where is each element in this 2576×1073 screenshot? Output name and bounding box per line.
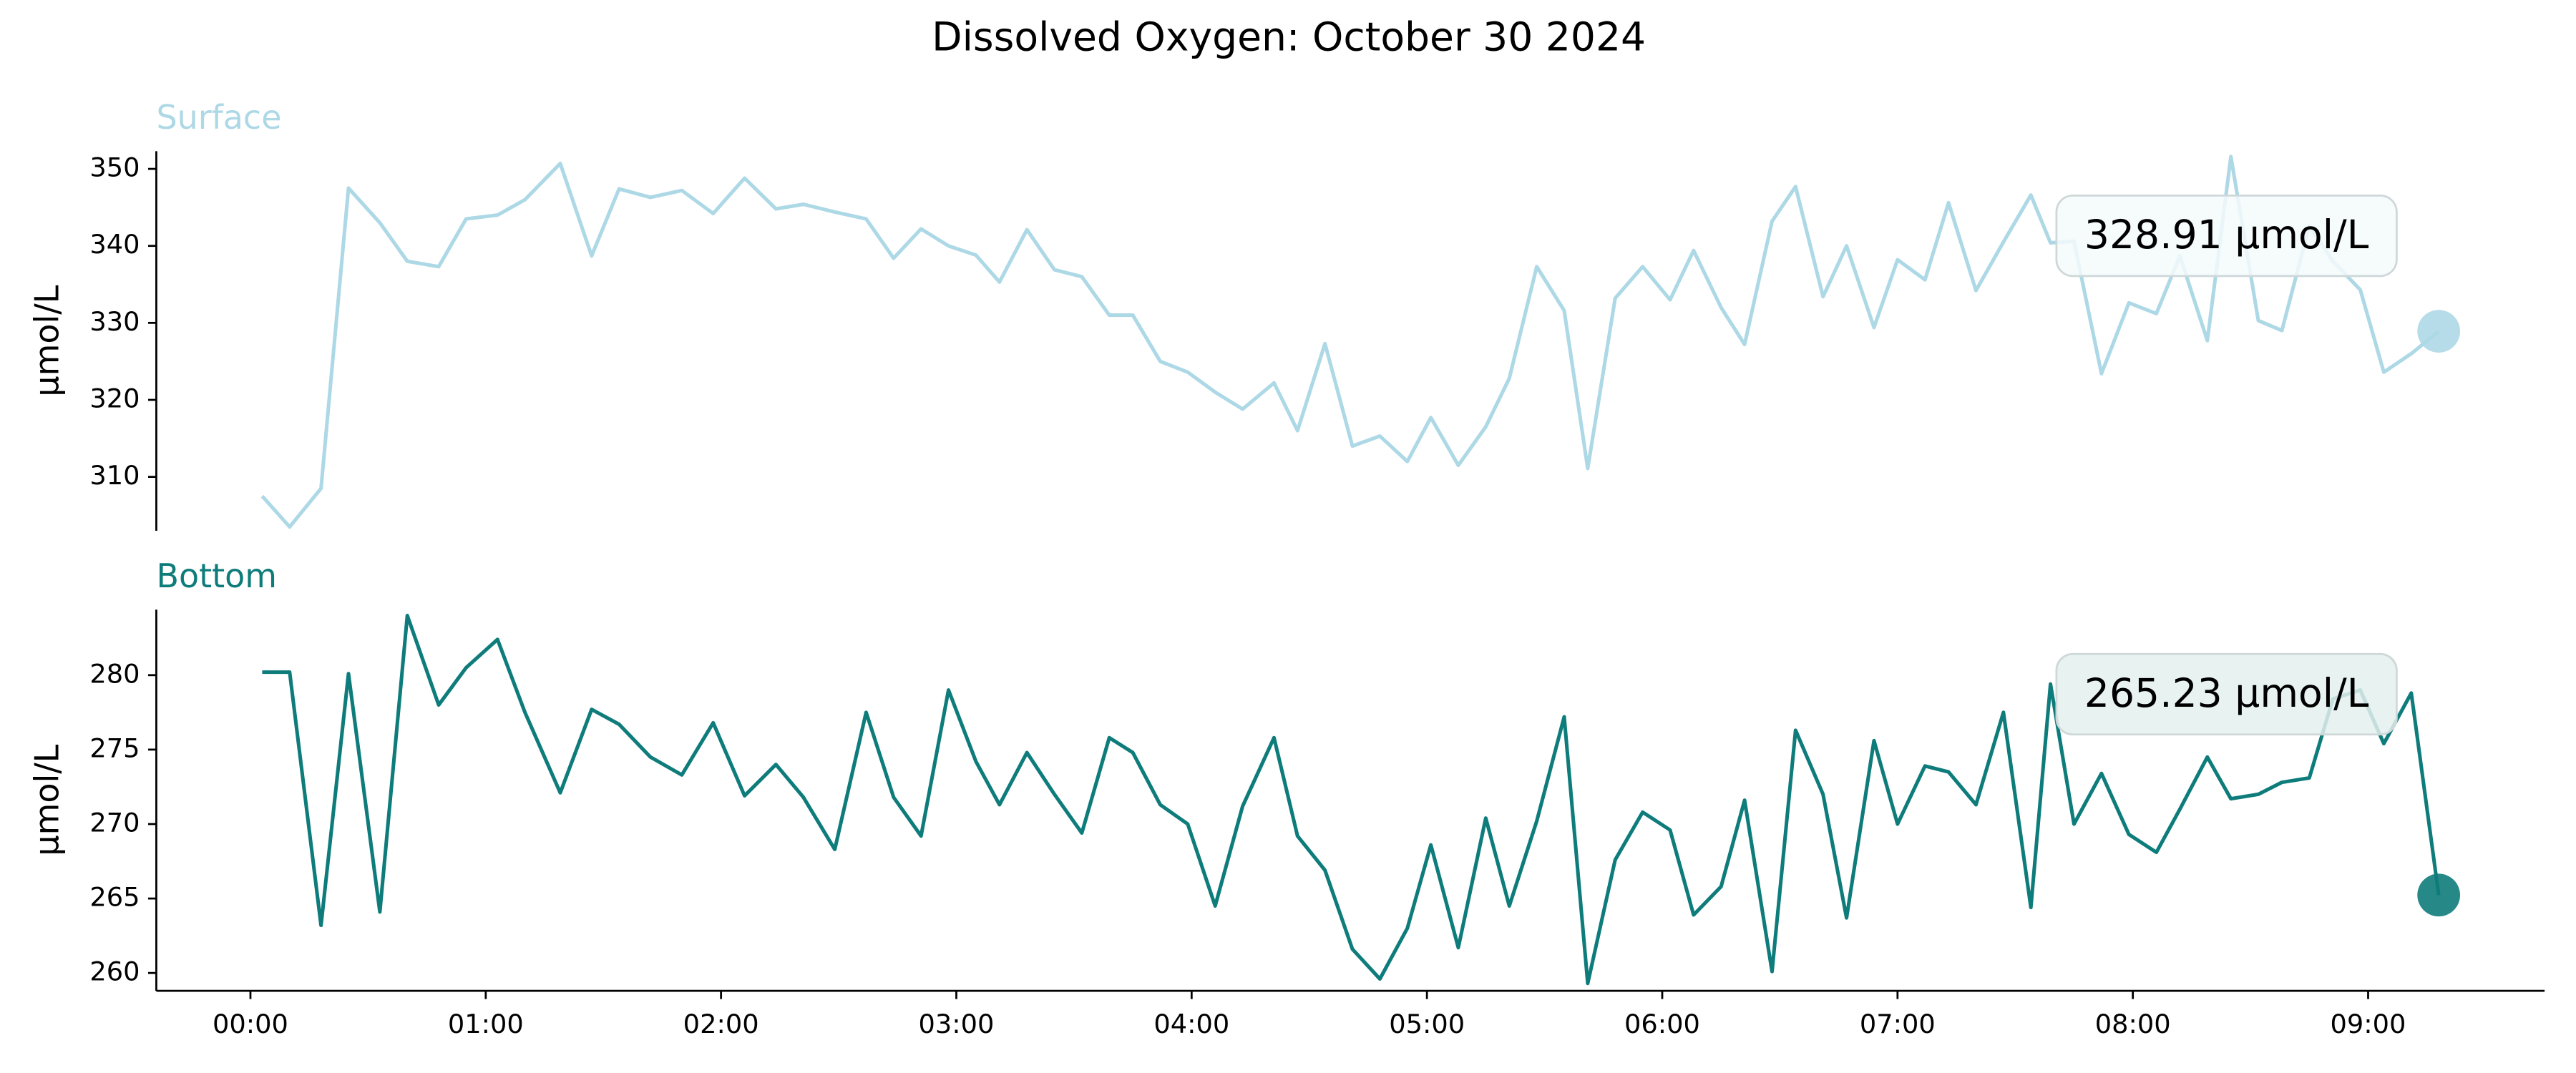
y-tick-label: 320 xyxy=(89,383,140,413)
x-tick-label: 06:00 xyxy=(1624,1009,1700,1039)
annotation-box xyxy=(2055,194,2398,278)
y-axis-label: µmol/L xyxy=(28,744,67,856)
last-point xyxy=(2417,310,2461,353)
annotation-box xyxy=(2055,652,2398,736)
x-tick-label: 02:00 xyxy=(683,1009,759,1039)
chart-title: Dissolved Oxygen: October 30 2024 xyxy=(932,14,1646,60)
y-tick-label: 350 xyxy=(89,152,140,183)
annotation-text: 328.91 µmol/L xyxy=(2084,212,2369,258)
x-tick-label: 01:00 xyxy=(448,1009,524,1039)
y-tick-label: 340 xyxy=(89,229,140,260)
x-tick-label: 04:00 xyxy=(1153,1009,1229,1039)
subplot-title: Surface xyxy=(156,98,281,137)
x-tick-label: 09:00 xyxy=(2331,1009,2406,1039)
y-tick-label: 330 xyxy=(89,306,140,337)
x-tick-label: 00:00 xyxy=(213,1009,288,1039)
y-tick-label: 280 xyxy=(89,658,140,689)
y-tick-label: 265 xyxy=(89,882,140,913)
y-tick-label: 260 xyxy=(89,956,140,987)
y-tick-label: 275 xyxy=(89,733,140,763)
data-line xyxy=(260,155,2440,529)
x-tick-label: 05:00 xyxy=(1389,1009,1465,1039)
subplot-title: Bottom xyxy=(156,557,277,595)
y-tick-label: 310 xyxy=(89,460,140,491)
annotation-text: 265.23 µmol/L xyxy=(2084,671,2369,717)
x-tick-label: 08:00 xyxy=(2095,1009,2171,1039)
y-tick-label: 270 xyxy=(89,807,140,838)
x-tick-label: 07:00 xyxy=(1860,1009,1936,1039)
last-point xyxy=(2417,873,2461,917)
y-axis-label: µmol/L xyxy=(28,285,67,396)
data-line xyxy=(262,614,2441,986)
x-tick-label: 03:00 xyxy=(919,1009,995,1039)
